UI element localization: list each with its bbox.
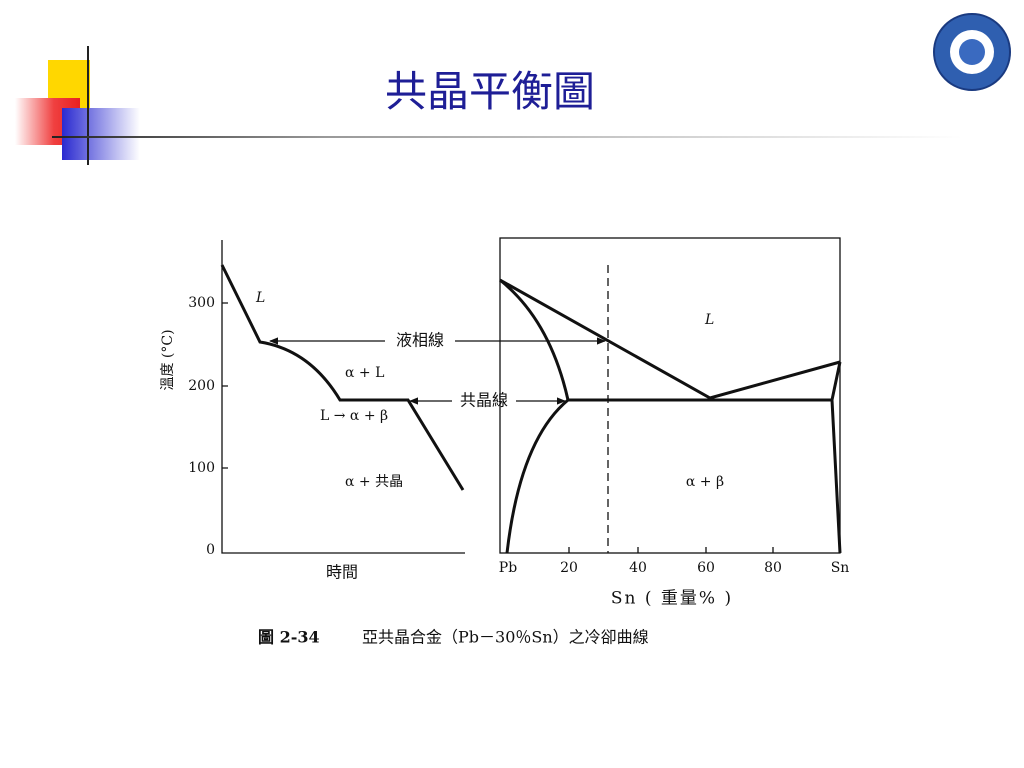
annotation: 共晶線 — [460, 391, 508, 410]
y-axis-label: 溫度 (°C) — [160, 329, 176, 390]
region-label: α + L — [345, 365, 384, 381]
x-axis-label: 時間 — [326, 563, 358, 582]
x-tick-label: Pb — [499, 560, 517, 576]
annotation: 液相線 — [396, 331, 444, 350]
region-label: α + 共晶 — [345, 474, 403, 490]
axes — [221, 240, 465, 554]
x-axis-label: Sn ( 重量% ) — [611, 589, 733, 609]
y-tick-label: 300 — [188, 295, 215, 311]
y-tick-label: 0 — [206, 542, 215, 558]
region-label: α + β — [686, 474, 724, 490]
x-tick-label: 60 — [697, 560, 715, 576]
cooling-curve: 300 200 100 0 溫度 (°C) 時間 L α + L L → α +… — [160, 240, 465, 582]
annotations: 液相線 共晶線 — [269, 331, 606, 410]
phase-diagram: Pb 20 40 60 80 Sn Sn ( 重量% ) L α + β — [499, 237, 850, 609]
decoration — [15, 13, 1011, 165]
caption-text: 亞共晶合金（Pb－30％Sn）之冷卻曲線 — [362, 628, 649, 647]
x-tick-label: Sn — [831, 560, 850, 576]
liquidus — [499, 278, 841, 400]
curve — [220, 264, 465, 491]
region-label: L — [255, 290, 265, 306]
x-tick-label: 20 — [560, 560, 578, 576]
solvus — [505, 398, 569, 554]
frame — [499, 237, 841, 554]
solidus — [499, 278, 570, 401]
x-tick-label: 40 — [629, 560, 647, 576]
region-label: L — [704, 312, 714, 328]
y-tick-label: 100 — [188, 460, 215, 476]
y-tick-label: 200 — [188, 378, 215, 394]
region-label: L → α + β — [320, 408, 388, 424]
x-tick-label: 80 — [764, 560, 782, 576]
ticks — [568, 547, 774, 553]
sn-side — [830, 361, 842, 554]
caption-number: 圖 2-34 — [258, 628, 320, 647]
ticks — [222, 302, 228, 469]
slide-title: 共晶平衡圖 — [385, 67, 595, 116]
